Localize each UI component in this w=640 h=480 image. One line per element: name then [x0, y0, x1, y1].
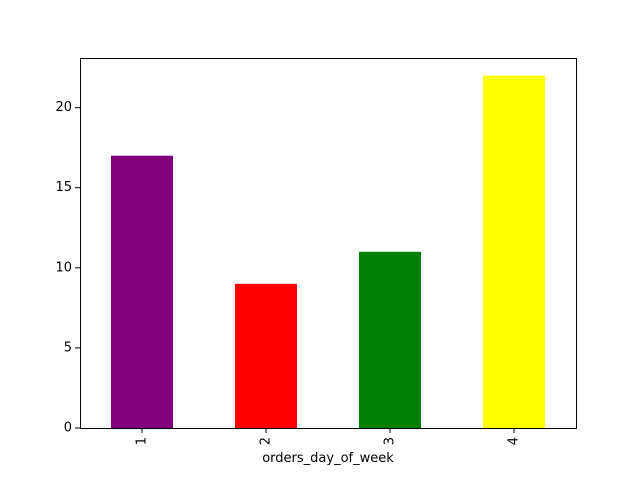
- bar-3: [359, 251, 421, 428]
- plot-area-frame: [80, 58, 577, 429]
- x-tick-label: 1: [135, 437, 150, 445]
- x-axis-label: orders_day_of_week: [262, 451, 394, 466]
- y-tick-label: 15: [55, 180, 72, 195]
- bars: [111, 75, 545, 428]
- y-tick-label: 0: [64, 421, 72, 436]
- y-axis-ticks: 0 5 10 15 20: [55, 100, 80, 436]
- bar-4: [483, 75, 545, 428]
- y-tick-label: 10: [55, 260, 72, 275]
- y-tick-label: 5: [64, 340, 72, 355]
- bar-1: [111, 155, 173, 428]
- x-tick-label: 3: [383, 437, 398, 445]
- y-tick-label: 20: [55, 100, 72, 115]
- x-axis-ticks: 1 2 3 4: [135, 428, 522, 445]
- bar-2: [235, 283, 297, 428]
- x-tick-label: 4: [507, 437, 522, 445]
- x-tick-label: 2: [259, 437, 274, 445]
